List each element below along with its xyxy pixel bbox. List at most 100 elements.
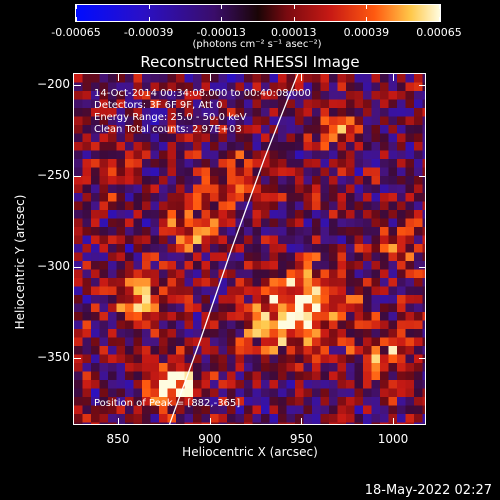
heatmap-cell [244, 108, 253, 117]
heatmap-cell [329, 142, 338, 151]
heatmap-cell [303, 397, 313, 406]
heatmap-cell [82, 193, 92, 202]
heatmap-cell [346, 235, 355, 245]
heatmap-cell [286, 354, 296, 364]
heatmap-cell [210, 303, 219, 313]
heatmap-cell [133, 125, 143, 134]
heatmap-cell [329, 354, 338, 364]
heatmap-cell [303, 74, 313, 83]
heatmap-cell [388, 82, 398, 92]
heatmap-cell [405, 346, 415, 355]
annotation-detectors: Detectors: 3F 6F 9F, Att 0 [94, 100, 223, 111]
heatmap-cell [133, 337, 143, 347]
heatmap-cell [388, 125, 398, 134]
heatmap-cell [159, 320, 168, 330]
heatmap-cell [371, 388, 381, 398]
heatmap-cell [227, 91, 236, 100]
heatmap-cell [133, 354, 143, 364]
heatmap-cell [329, 235, 338, 245]
heatmap-cell [354, 337, 364, 347]
heatmap-cell [278, 82, 287, 92]
heatmap-cell [405, 337, 415, 347]
colorbar-tick [221, 5, 223, 9]
heatmap-cell [74, 176, 83, 185]
heatmap-cell [184, 312, 194, 321]
heatmap-cell [82, 354, 92, 364]
heatmap-cell [227, 116, 236, 126]
heatmap-cell [91, 269, 100, 279]
heatmap-cell [320, 312, 330, 321]
heatmap-cell [167, 99, 177, 109]
heatmap-cell [380, 363, 389, 372]
heatmap-cell [380, 142, 389, 151]
heatmap-cell [167, 337, 177, 347]
heatmap-cell [329, 320, 338, 330]
heatmap-cell [346, 422, 355, 425]
heatmap-cell [329, 201, 338, 211]
heatmap-cell [397, 150, 406, 160]
heatmap-cell [142, 388, 151, 398]
heatmap-cell [133, 91, 143, 100]
heatmap-cell [125, 295, 134, 304]
heatmap-cell [405, 278, 415, 287]
heatmap-cell [193, 210, 202, 219]
heatmap-cell [142, 363, 151, 372]
heatmap-cell [414, 269, 423, 279]
heatmap-cell [354, 150, 364, 160]
heatmap-cell [218, 108, 228, 117]
heatmap-cell [346, 159, 355, 168]
heatmap-cell [422, 150, 426, 160]
heatmap-cell [371, 210, 381, 219]
heatmap-cell [414, 235, 423, 245]
heatmap-cell [346, 388, 355, 398]
x-axis-tick [209, 74, 211, 81]
heatmap-cell [388, 295, 398, 304]
heatmap-cell [312, 244, 321, 253]
heatmap-cell [252, 414, 262, 423]
heatmap-cell [422, 397, 426, 406]
heatmap-cell [218, 82, 228, 92]
heatmap-cell [125, 167, 134, 177]
heatmap-cell [354, 108, 364, 117]
heatmap-cell [286, 210, 296, 219]
heatmap-cell [346, 312, 355, 321]
heatmap-cell [320, 380, 330, 389]
heatmap-cell [99, 261, 109, 270]
heatmap-cell [363, 218, 372, 228]
heatmap-cell [116, 142, 126, 151]
heatmap-cell [252, 150, 262, 160]
heatmap-cell [303, 150, 313, 160]
heatmap-cell [167, 354, 177, 364]
heatmap-cell [193, 193, 202, 202]
heatmap-cell [354, 201, 364, 211]
heatmap-cell [337, 227, 347, 236]
heatmap-cell [235, 295, 245, 304]
heatmap-cell [337, 142, 347, 151]
heatmap-cell [82, 286, 92, 296]
heatmap-cell [176, 201, 185, 211]
heatmap-cell [99, 108, 109, 117]
heatmap-cell [380, 354, 389, 364]
heatmap-cell [108, 74, 117, 83]
heatmap-cell [193, 286, 202, 296]
heatmap-cell [227, 422, 236, 425]
heatmap-cell [125, 320, 134, 330]
heatmap-cell [142, 210, 151, 219]
heatmap-cell [167, 82, 177, 92]
heatmap-cell [380, 210, 389, 219]
heatmap-cell [422, 184, 426, 194]
heatmap-cell [397, 371, 406, 381]
heatmap-cell [286, 303, 296, 313]
heatmap-cell [278, 244, 287, 253]
heatmap-cell [252, 405, 262, 415]
heatmap-cell [388, 201, 398, 211]
heatmap-cell [91, 201, 100, 211]
heatmap-cell [74, 82, 83, 92]
heatmap-cell [422, 99, 426, 109]
heatmap-cell [142, 133, 151, 143]
heatmap-cell [295, 184, 304, 194]
heatmap-cell [312, 337, 321, 347]
heatmap-cell [346, 201, 355, 211]
heatmap-cell [252, 193, 262, 202]
x-axis-tick [118, 74, 119, 81]
